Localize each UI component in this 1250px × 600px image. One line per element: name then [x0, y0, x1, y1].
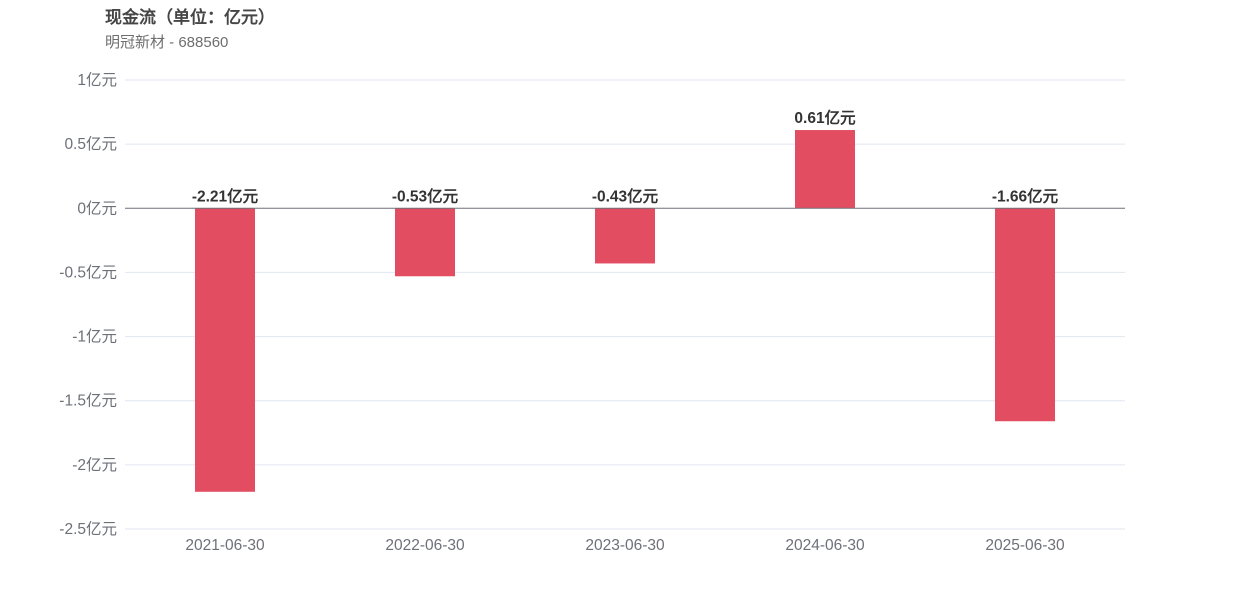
data-label: 0.61亿元	[794, 108, 856, 127]
chart-subtitle: 明冠新材 - 688560	[105, 34, 229, 51]
bar	[195, 208, 255, 492]
x-tick-label: 2025-06-30	[985, 537, 1065, 554]
bars	[195, 130, 1055, 492]
bar	[795, 130, 855, 209]
y-tick-label: 1亿元	[77, 71, 117, 89]
bar	[595, 208, 655, 264]
y-tick-label: 0亿元	[77, 199, 117, 217]
x-tick-label: 2024-06-30	[785, 537, 865, 554]
y-tick-label: 0.5亿元	[64, 135, 117, 153]
grid-lines	[125, 79, 1125, 530]
x-tick-label: 2023-06-30	[585, 537, 665, 554]
data-label: -0.53亿元	[392, 186, 459, 205]
bar	[395, 208, 455, 277]
y-tick-label: -0.5亿元	[59, 263, 117, 281]
data-label: -2.21亿元	[192, 186, 259, 205]
y-axis-tick-labels: 1亿元 0.5亿元 0亿元 -0.5亿元 -1亿元 -1.5亿元 -2亿元 -2.5亿元	[59, 71, 117, 538]
x-tick-label: 2022-06-30	[385, 537, 465, 554]
x-axis-tick-labels: 2021-06-30 2022-06-30 2023-06-30 2024-06-30…	[185, 537, 1065, 554]
bar	[995, 208, 1055, 422]
data-label: -0.43亿元	[592, 186, 659, 205]
y-tick-label: -1.5亿元	[59, 392, 117, 410]
data-labels: -2.21亿元 -0.53亿元 -0.43亿元 0.61亿元 -1.66亿元	[192, 108, 1059, 205]
data-label: -1.66亿元	[992, 186, 1059, 205]
y-tick-label: -2亿元	[72, 456, 117, 474]
x-tick-label: 2021-06-30	[185, 537, 265, 554]
y-tick-label: -2.5亿元	[59, 520, 117, 538]
y-tick-label: -1亿元	[72, 328, 117, 346]
chart-title: 现金流（单位：亿元）	[105, 8, 275, 27]
